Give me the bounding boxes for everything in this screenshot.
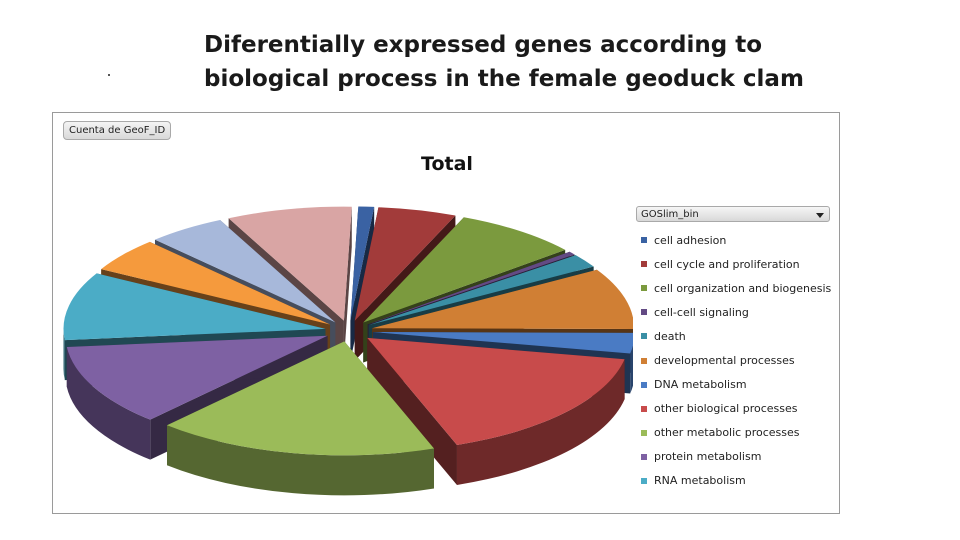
slide-title: Diferentially expressed genes according … <box>204 28 824 96</box>
legend-item: other metabolic processes <box>641 421 831 445</box>
stray-dot <box>108 74 110 76</box>
legend-label: cell adhesion <box>654 233 727 247</box>
legend-swatch <box>641 477 647 484</box>
pie-slice <box>367 337 625 485</box>
legend-label: developmental processes <box>654 354 795 368</box>
legend-item: other biological processes <box>641 397 831 421</box>
legend-swatch <box>641 333 647 340</box>
pie-chart <box>63 206 633 496</box>
pivot-chart: Cuenta de GeoF_ID Total GOSlim_bin cell … <box>52 112 840 514</box>
legend-item: DNA metabolism <box>641 373 831 397</box>
legend-item: death <box>641 324 831 348</box>
legend-label: protein metabolism <box>654 450 762 464</box>
legend-label: death <box>654 329 686 343</box>
legend-field-dropdown[interactable]: GOSlim_bin <box>636 206 830 222</box>
legend-swatch <box>641 405 647 412</box>
legend-swatch <box>641 357 647 364</box>
legend: cell adhesion cell cycle and proliferatio… <box>641 228 831 493</box>
legend-label: other metabolic processes <box>654 426 800 440</box>
pie-slice <box>167 341 435 496</box>
legend-item: cell organization and biogenesis <box>641 276 831 300</box>
legend-swatch <box>641 285 647 292</box>
legend-item: RNA metabolism <box>641 469 831 493</box>
legend-swatch <box>641 261 647 268</box>
slide-title-line-1: Diferentially expressed genes according … <box>204 32 763 58</box>
legend-label: cell cycle and proliferation <box>654 257 800 271</box>
legend-item: cell cycle and proliferation <box>641 252 831 276</box>
chart-title: Total <box>421 153 473 175</box>
legend-swatch <box>641 453 647 460</box>
legend-swatch <box>641 429 647 436</box>
legend-item: cell-cell signaling <box>641 300 831 324</box>
legend-swatch <box>641 237 647 244</box>
legend-item: developmental processes <box>641 348 831 372</box>
chevron-down-icon <box>816 213 824 218</box>
legend-label: DNA metabolism <box>654 378 747 392</box>
legend-item: cell adhesion <box>641 228 831 252</box>
value-field-button[interactable]: Cuenta de GeoF_ID <box>63 121 172 140</box>
slide-title-line-2: biological process in the female geoduck… <box>204 66 804 92</box>
legend-label: RNA metabolism <box>654 474 746 488</box>
legend-label: cell-cell signaling <box>654 305 749 319</box>
legend-label: cell organization and biogenesis <box>654 281 832 295</box>
legend-label: other biological processes <box>654 402 798 416</box>
legend-swatch <box>641 381 647 388</box>
legend-field-label: GOSlim_bin <box>641 209 699 220</box>
legend-item: protein metabolism <box>641 445 831 469</box>
legend-swatch <box>641 309 647 316</box>
